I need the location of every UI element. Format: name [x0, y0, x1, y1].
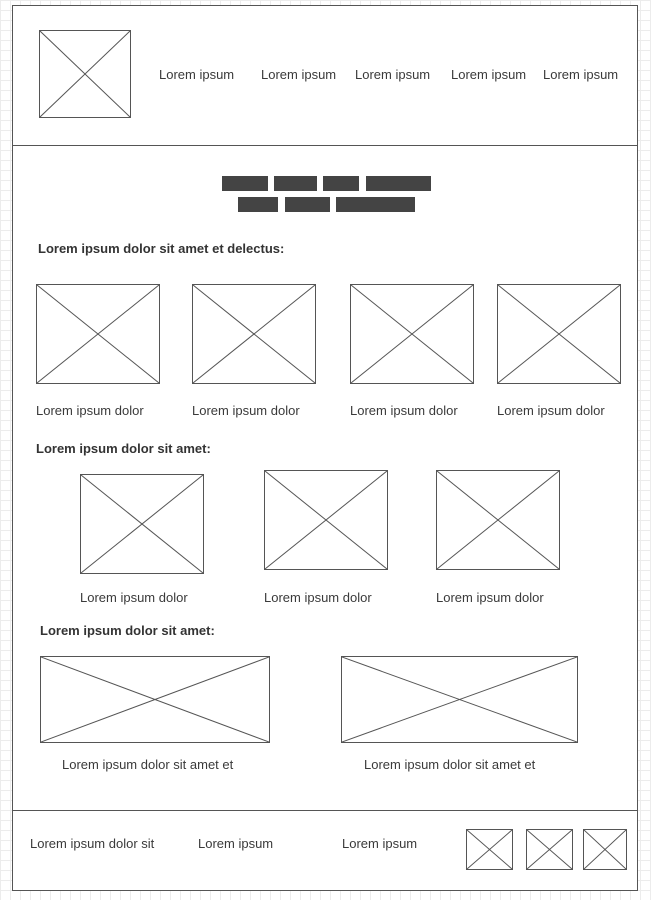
- title-block: [238, 197, 278, 212]
- section3-item-2-caption[interactable]: Lorem ipsum dolor sit amet et: [364, 757, 536, 772]
- section-heading-3: Lorem ipsum dolor sit amet:: [40, 623, 215, 638]
- header-divider: [13, 145, 637, 146]
- section3-item-2-image-placeholder-icon[interactable]: [341, 656, 578, 743]
- nav-link-2[interactable]: Lorem ipsum: [261, 67, 337, 82]
- section1-item-4-caption[interactable]: Lorem ipsum dolor: [497, 403, 605, 418]
- nav-link-1[interactable]: Lorem ipsum: [159, 67, 235, 82]
- footer-link-3[interactable]: Lorem ipsum: [342, 836, 418, 851]
- title-block: [366, 176, 431, 191]
- logo-image-placeholder-icon[interactable]: [39, 30, 131, 118]
- section2-item-1-caption[interactable]: Lorem ipsum dolor: [80, 590, 188, 605]
- section3-item-1-caption[interactable]: Lorem ipsum dolor sit amet et: [62, 757, 234, 772]
- section1-item-3-image-placeholder-icon[interactable]: [350, 284, 474, 384]
- section-heading-2: Lorem ipsum dolor sit amet:: [36, 441, 211, 456]
- title-block: [323, 176, 359, 191]
- title-block: [285, 197, 330, 212]
- section1-item-2-image-placeholder-icon[interactable]: [192, 284, 316, 384]
- section1-item-2-caption[interactable]: Lorem ipsum dolor: [192, 403, 300, 418]
- nav-link-4[interactable]: Lorem ipsum: [451, 67, 527, 82]
- footer-social-3-image-placeholder-icon[interactable]: [583, 829, 627, 870]
- footer-link-1[interactable]: Lorem ipsum dolor sit: [30, 836, 155, 851]
- section2-item-3-caption[interactable]: Lorem ipsum dolor: [436, 590, 544, 605]
- title-block: [222, 176, 268, 191]
- footer-link-2[interactable]: Lorem ipsum: [198, 836, 274, 851]
- title-block: [274, 176, 317, 191]
- section1-item-1-image-placeholder-icon[interactable]: [36, 284, 160, 384]
- section1-item-3-caption[interactable]: Lorem ipsum dolor: [350, 403, 458, 418]
- section2-item-1-image-placeholder-icon[interactable]: [80, 474, 204, 574]
- section2-item-3-image-placeholder-icon[interactable]: [436, 470, 560, 570]
- nav-link-3[interactable]: Lorem ipsum: [355, 67, 431, 82]
- footer-social-1-image-placeholder-icon[interactable]: [466, 829, 513, 870]
- nav-link-5[interactable]: Lorem ipsum: [543, 67, 619, 82]
- title-block: [336, 197, 415, 212]
- section2-item-2-caption[interactable]: Lorem ipsum dolor: [264, 590, 372, 605]
- page-frame: Lorem ipsum Lorem ipsum Lorem ipsum Lore…: [12, 5, 638, 891]
- section3-item-1-image-placeholder-icon[interactable]: [40, 656, 270, 743]
- section1-item-4-image-placeholder-icon[interactable]: [497, 284, 621, 384]
- footer-social-2-image-placeholder-icon[interactable]: [526, 829, 573, 870]
- section2-item-2-image-placeholder-icon[interactable]: [264, 470, 388, 570]
- footer-divider: [13, 810, 637, 811]
- section1-item-1-caption[interactable]: Lorem ipsum dolor: [36, 403, 144, 418]
- section-heading-1: Lorem ipsum dolor sit amet et delectus:: [38, 241, 285, 256]
